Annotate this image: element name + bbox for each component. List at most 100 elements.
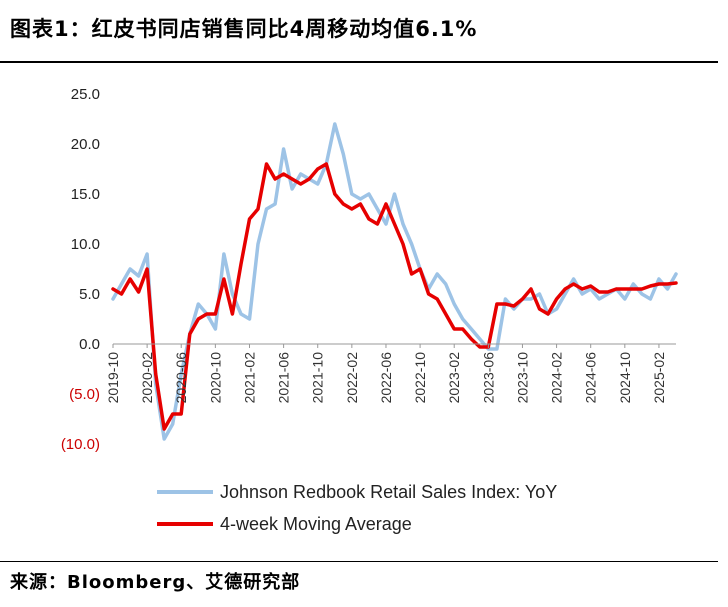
data-point (137, 275, 140, 277)
data-point (299, 173, 302, 175)
data-point (641, 293, 643, 295)
data-point (206, 313, 208, 315)
data-point (436, 273, 439, 275)
data-point (624, 288, 626, 290)
y-tick-label: 0.0 (79, 336, 100, 353)
data-point (197, 318, 200, 320)
data-point (658, 278, 660, 280)
data-point (171, 423, 174, 425)
data-point (555, 308, 558, 310)
data-point (214, 313, 217, 315)
data-point (453, 328, 456, 330)
data-point (376, 208, 379, 210)
data-point (189, 333, 191, 335)
data-point (231, 293, 234, 295)
x-tick-label: 2024-06 (583, 352, 599, 404)
data-point (479, 346, 481, 348)
data-point (572, 278, 575, 280)
top-rule (0, 61, 718, 63)
data-point (547, 313, 549, 315)
data-point (351, 208, 353, 210)
x-tick-label: 2025-02 (651, 352, 667, 404)
data-point (598, 291, 600, 293)
data-point (513, 305, 515, 307)
x-tick-label: 2020-10 (207, 352, 223, 404)
x-tick-label: 2021-02 (242, 352, 258, 404)
y-tick-label: (5.0) (69, 386, 100, 403)
data-point (214, 328, 217, 330)
data-point (120, 293, 123, 295)
x-tick-label: 2020-02 (139, 352, 155, 404)
data-point (359, 203, 362, 205)
data-point (632, 288, 635, 290)
data-point (171, 413, 174, 415)
data-point (658, 283, 660, 285)
x-tick-label: 2023-06 (480, 352, 496, 404)
data-point (112, 288, 114, 290)
data-point (265, 163, 268, 165)
data-point (675, 282, 677, 284)
y-tick-label: 25.0 (71, 86, 100, 103)
data-point (444, 283, 447, 285)
data-point (410, 243, 413, 245)
data-point (598, 298, 600, 300)
data-point (248, 218, 251, 220)
data-point (530, 298, 532, 300)
data-point (410, 273, 413, 275)
x-tick-label: 2022-10 (412, 352, 428, 404)
series-layer (111, 122, 678, 441)
data-point (129, 278, 131, 280)
y-axis-labels: 25.0 20.0 15.0 10.0 5.0 0.0 (5.0) (10.0) (61, 86, 100, 453)
y-tick-label: (10.0) (61, 436, 100, 453)
data-point (240, 263, 242, 265)
data-point (649, 285, 652, 287)
data-point (461, 318, 464, 320)
data-point (581, 288, 583, 290)
data-point (521, 298, 524, 300)
data-point (180, 413, 182, 415)
x-tick-label: 2022-06 (378, 352, 394, 404)
data-point (265, 208, 268, 210)
data-point (231, 313, 234, 315)
y-tick-label: 10.0 (71, 236, 100, 253)
x-tick-label: 2021-06 (276, 352, 292, 404)
bottom-rule (0, 561, 718, 562)
data-point (112, 298, 114, 300)
data-point (504, 298, 507, 300)
data-point (316, 183, 319, 185)
data-point (564, 293, 566, 295)
data-point (385, 223, 387, 225)
data-point (316, 168, 319, 170)
data-point (470, 328, 473, 330)
data-point (248, 318, 251, 320)
data-point (180, 373, 182, 375)
data-point (274, 203, 276, 205)
data-point (538, 308, 541, 310)
x-tick-label: 2024-02 (549, 352, 565, 404)
data-point (632, 283, 635, 285)
data-point (675, 273, 677, 275)
data-point (257, 243, 259, 245)
data-point (564, 288, 566, 290)
data-point (470, 338, 473, 340)
data-point (496, 348, 498, 350)
data-point (282, 148, 285, 150)
data-point (120, 283, 123, 285)
data-point (129, 268, 131, 270)
data-point (342, 153, 345, 155)
legend: Johnson Redbook Retail Sales Index: YoY 4… (157, 482, 557, 534)
data-point (461, 328, 464, 330)
data-point (624, 298, 626, 300)
data-point (436, 298, 439, 300)
data-point (607, 291, 609, 293)
data-point (146, 268, 148, 270)
data-point (274, 178, 276, 180)
y-tick-label: 20.0 (71, 136, 100, 153)
data-point (453, 303, 456, 305)
y-tick-label: 5.0 (79, 286, 100, 303)
data-point (496, 303, 498, 305)
data-point (376, 223, 379, 225)
data-point (649, 298, 652, 300)
data-point (223, 278, 225, 280)
source-note: 来源：Bloomberg、艾德研究部 (10, 572, 301, 593)
